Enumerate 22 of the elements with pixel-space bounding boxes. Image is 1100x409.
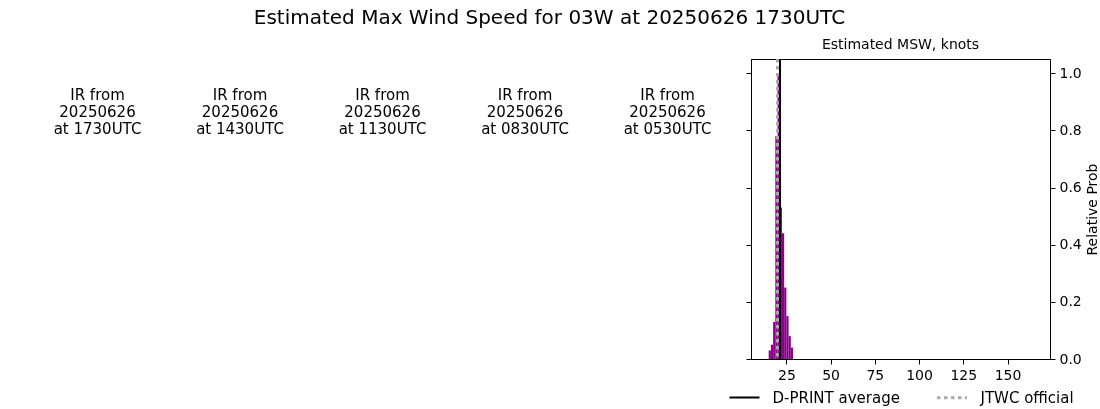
y-tick-label: 0.4	[1059, 236, 1082, 253]
y-tick-label: 0.0	[1059, 350, 1082, 367]
x-tick-label: 25	[777, 366, 796, 383]
y-tick-label: 1.0	[1059, 64, 1082, 81]
x-tick-label: 100	[906, 366, 933, 383]
y-tick-label: 0.2	[1059, 293, 1082, 310]
x-tick-label: 75	[866, 366, 885, 383]
x-tick-label: 125	[950, 366, 978, 383]
x-tick-label: 50	[822, 366, 841, 383]
text: IR from 20250626 at 0830UTC	[481, 86, 569, 138]
text: IR from 20250626 at 0530UTC	[623, 86, 712, 138]
text: Estimated Max Wind Speed for 03W at 20250626 1730UTC	[253, 5, 846, 29]
x-tick-label: 150	[994, 366, 1022, 383]
chart-subtitle: Estimated MSW, knots	[821, 36, 980, 52]
y-tick-label: 0.6	[1059, 179, 1082, 196]
text: IR from 20250626 at 1130UTC	[338, 86, 427, 138]
y-tick-label: 0.8	[1059, 121, 1082, 138]
legend-label: D-PRINT average	[772, 388, 900, 407]
text: IR from 20250626 at 1430UTC	[196, 86, 284, 138]
legend-label: JTWC official	[979, 388, 1074, 407]
y-axis-title: Relative Prob	[1083, 163, 1100, 256]
text: IR from 20250626 at 1730UTC	[53, 86, 142, 138]
